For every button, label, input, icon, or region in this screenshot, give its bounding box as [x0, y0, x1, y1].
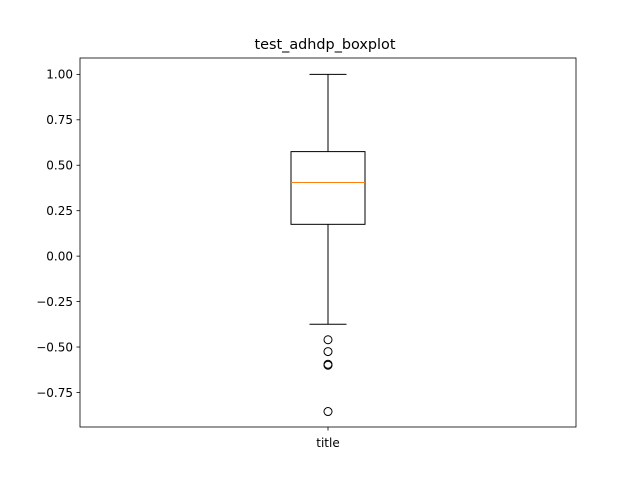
outlier-point	[323, 347, 333, 357]
y-tick-label: −0.50	[36, 340, 73, 354]
outlier-point	[323, 335, 333, 345]
y-tick-label: −0.25	[36, 295, 73, 309]
plot-area: 1.00 0.75 0.50 0.25 0.00 −0.25 −0.50 −0.75 title	[36, 57, 577, 450]
axes-frame	[79, 57, 577, 428]
x-tick-label: title	[316, 436, 339, 450]
iqr-box	[290, 151, 366, 225]
y-tick-label: 0.25	[46, 204, 73, 218]
y-tick-label: 0.00	[46, 249, 73, 263]
outlier-point	[323, 360, 333, 370]
y-tick-label: −0.75	[36, 386, 73, 400]
y-tick-label: 0.50	[46, 159, 73, 173]
chart-title: test_adhdp_boxplot	[255, 37, 396, 53]
y-tick-label: 1.00	[46, 68, 73, 82]
y-tick-label: 0.75	[46, 113, 73, 127]
outlier-point	[323, 407, 333, 417]
